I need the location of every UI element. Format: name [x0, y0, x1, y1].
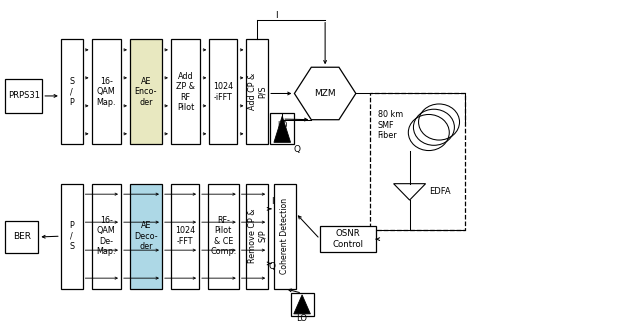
Bar — [291, 293, 314, 316]
Text: AE
Enco-
der: AE Enco- der — [134, 77, 157, 107]
Text: AE
Deco-
der: AE Deco- der — [134, 221, 157, 251]
Bar — [320, 226, 376, 252]
Bar — [246, 184, 268, 289]
Text: P
/
S: P / S — [69, 221, 74, 251]
Polygon shape — [294, 67, 356, 120]
Bar — [130, 184, 162, 289]
Text: Add
ZP &
RF
Pilot: Add ZP & RF Pilot — [176, 72, 195, 112]
Bar — [92, 184, 121, 289]
Text: LD: LD — [277, 121, 287, 130]
Text: Coherent Detection: Coherent Detection — [280, 198, 289, 274]
Bar — [61, 184, 83, 289]
Text: Q: Q — [269, 262, 275, 271]
Polygon shape — [394, 184, 426, 200]
Text: I: I — [271, 197, 273, 206]
Bar — [61, 39, 83, 144]
Text: Add CP &
P/S: Add CP & P/S — [248, 73, 267, 111]
Text: 16-
QAM
Map.: 16- QAM Map. — [97, 77, 116, 107]
Text: 1024
-FFT: 1024 -FFT — [175, 226, 195, 246]
Text: I: I — [275, 11, 278, 20]
Polygon shape — [294, 295, 310, 314]
Text: 1024
-iFFT: 1024 -iFFT — [213, 82, 234, 102]
Text: LO: LO — [296, 315, 308, 323]
Bar — [274, 184, 296, 289]
Bar — [5, 79, 42, 113]
Text: Q: Q — [294, 145, 301, 154]
Text: S
/
P: S / P — [69, 77, 74, 107]
Text: BER: BER — [13, 233, 31, 241]
Bar — [130, 39, 162, 144]
Bar — [92, 39, 121, 144]
Text: 16-
QAM
De-
Map.: 16- QAM De- Map. — [97, 216, 116, 256]
Text: MZM: MZM — [314, 89, 336, 98]
Bar — [270, 113, 294, 144]
Bar — [5, 221, 38, 253]
Text: Remove CP &
S/P: Remove CP & S/P — [248, 209, 267, 263]
Bar — [208, 184, 239, 289]
Bar — [171, 184, 199, 289]
Bar — [209, 39, 237, 144]
Text: RF-
Pilot
& CE
Comp.: RF- Pilot & CE Comp. — [210, 216, 237, 256]
Bar — [370, 93, 465, 230]
Polygon shape — [274, 116, 291, 142]
Text: EDFA: EDFA — [429, 187, 451, 196]
Text: PRPS31: PRPS31 — [8, 92, 40, 100]
Bar — [246, 39, 268, 144]
Text: 80 km
SMF
Fiber: 80 km SMF Fiber — [378, 111, 403, 140]
Bar — [171, 39, 200, 144]
Text: OSNR
Control: OSNR Control — [333, 229, 364, 249]
